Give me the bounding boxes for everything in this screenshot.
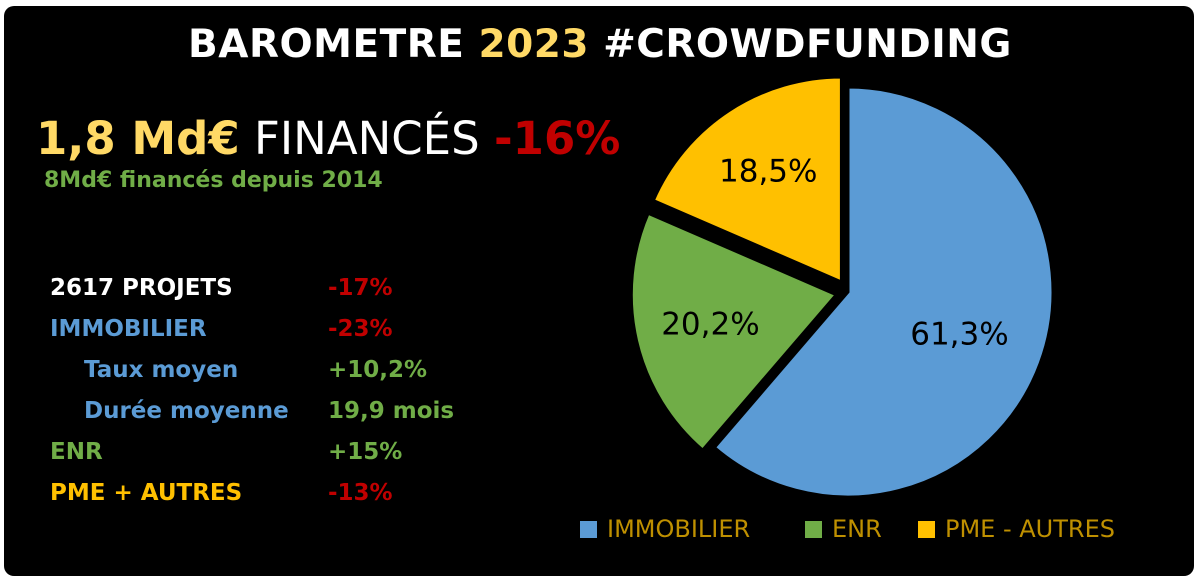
stat-value-projets: -17%: [328, 275, 393, 301]
pie-slice-pme: [651, 75, 843, 285]
stat-value-duree: 19,9 mois: [328, 398, 455, 424]
stat-label-pme: PME + AUTRES: [50, 480, 243, 506]
stat-value-taux: +10,2%: [328, 357, 428, 383]
legend-label-enr: ENR: [832, 515, 882, 543]
pie-slice-immobilier: [712, 85, 1055, 499]
pie-label-pme: 18,5%: [719, 154, 817, 190]
stat-value-enr: +15%: [328, 439, 403, 465]
title-prefix: BAROMETRE: [188, 22, 465, 67]
stat-label-immobilier: IMMOBILIER: [50, 316, 207, 342]
legend-swatch-enr: [805, 520, 822, 538]
stat-label-enr: ENR: [50, 439, 103, 465]
title-year: 2023: [478, 22, 589, 67]
pie-slice-enr: [629, 211, 839, 453]
stat-label-projets: 2617 PROJETS: [50, 275, 233, 301]
stat-value-immobilier: -23%: [328, 316, 393, 342]
title-suffix: #CROWDFUNDING: [603, 22, 1012, 67]
pie-label-enr: 20,2%: [661, 307, 759, 343]
stat-label-taux: Taux moyen: [84, 357, 239, 383]
legend-item-pme: PME - AUTRES: [918, 515, 1115, 543]
page-title: BAROMETRE 2023 #CROWDFUNDING: [0, 22, 1200, 67]
headline-change: -16%: [494, 112, 621, 165]
legend-label-immobilier: IMMOBILIER: [607, 515, 751, 543]
legend-item-enr: ENR: [805, 515, 882, 543]
legend-swatch-immobilier: [580, 520, 597, 538]
legend-label-pme: PME - AUTRES: [945, 515, 1115, 543]
subtitle: 8Md€ financés depuis 2014: [44, 168, 383, 193]
stat-value-pme: -13%: [328, 480, 393, 506]
headline-amount: 1,8 Md€: [36, 112, 240, 165]
headline-label: FINANCÉS: [254, 112, 480, 165]
pie-label-immobilier: 61,3%: [910, 316, 1008, 352]
stat-label-duree: Durée moyenne: [84, 398, 289, 424]
headline: 1,8 Md€ FINANCÉS -16%: [36, 112, 620, 165]
legend-swatch-pme: [918, 520, 935, 538]
legend-item-immobilier: IMMOBILIER: [580, 515, 750, 543]
